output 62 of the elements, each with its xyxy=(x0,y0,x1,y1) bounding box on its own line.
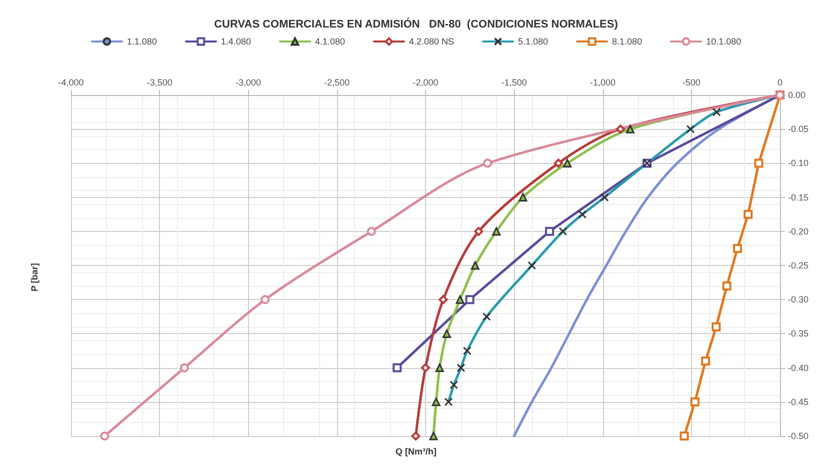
x-tick-label: -2,500 xyxy=(324,78,350,88)
point xyxy=(429,432,438,440)
point xyxy=(701,356,710,366)
x-tick-label: -1,000 xyxy=(590,78,616,88)
point xyxy=(100,432,110,440)
legend-label: 8.1.080 xyxy=(612,36,642,46)
y-axis-title: P [bar] xyxy=(30,263,40,292)
x-tick-label: -4,000 xyxy=(58,78,84,88)
legend-label: 1.1.080 xyxy=(126,36,157,46)
legend-label: 4.2.080 NS xyxy=(408,36,454,46)
point xyxy=(616,124,625,134)
point xyxy=(180,363,189,372)
point xyxy=(680,432,689,440)
y-tick-label: -0.25 xyxy=(788,260,809,270)
point xyxy=(366,226,376,236)
x-tick-label: -500 xyxy=(682,78,700,88)
point xyxy=(442,329,452,338)
y-tick-label: 0.00 xyxy=(788,90,806,100)
legend-label: 10.1.080 xyxy=(706,36,742,46)
point xyxy=(744,210,753,219)
point xyxy=(690,397,700,406)
point xyxy=(470,261,480,270)
point xyxy=(545,226,554,236)
legend-label: 5.1.080 xyxy=(518,36,548,46)
point xyxy=(465,295,474,304)
point xyxy=(492,227,501,236)
y-tick-label: -0.30 xyxy=(788,294,809,305)
point xyxy=(712,322,721,332)
x-tick-label: -2,000 xyxy=(412,78,438,88)
x-tick-label: -3,500 xyxy=(146,78,172,88)
point xyxy=(411,432,420,440)
y-tick-label: -0.05 xyxy=(788,124,809,134)
point xyxy=(554,158,563,168)
x-tick-label: -1,500 xyxy=(501,78,527,88)
point xyxy=(456,295,464,304)
y-tick-label: -0.40 xyxy=(788,362,809,373)
y-tick-label: -0.10 xyxy=(788,158,809,168)
point xyxy=(563,158,572,168)
point xyxy=(732,244,742,253)
point xyxy=(432,398,440,406)
point xyxy=(474,226,484,236)
y-tick-label: -0.50 xyxy=(788,431,809,441)
point xyxy=(518,193,528,202)
point xyxy=(438,295,448,304)
y-tick-label: -0.15 xyxy=(788,192,809,202)
point xyxy=(626,124,634,134)
chart-title: CURVAS COMERCIALES EN ADMISIÓN DN-80 (CONDICIONES NORMALES) xyxy=(214,18,618,30)
point xyxy=(722,281,732,290)
legend-label: 1.4.080 xyxy=(220,36,251,46)
x-tick-label: -3,000 xyxy=(235,78,262,88)
point xyxy=(483,158,492,168)
point xyxy=(392,363,402,372)
point xyxy=(260,295,270,304)
x-tick-label: 0 xyxy=(777,78,783,88)
point xyxy=(421,363,430,372)
point xyxy=(754,158,764,168)
x-axis-title: Q [Nm³/h] xyxy=(396,446,437,456)
y-tick-label: -0.35 xyxy=(788,328,809,339)
y-tick-label: -0.45 xyxy=(788,396,809,407)
point xyxy=(435,364,444,372)
y-tick-label: -0.20 xyxy=(788,226,809,236)
legend-label: 4.1.080 xyxy=(314,36,345,46)
